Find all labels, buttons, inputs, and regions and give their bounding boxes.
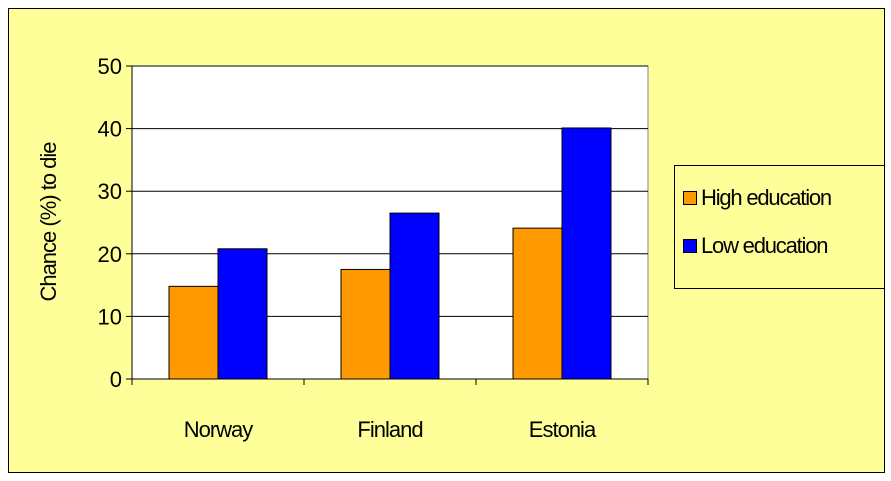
- legend-label-high-education: High education: [701, 185, 832, 210]
- legend-item-high-education: High education: [683, 185, 832, 210]
- y-tick-label: 0: [110, 367, 122, 392]
- bar-high-education-estonia: [512, 227, 563, 380]
- y-tick-label: 30: [98, 179, 122, 204]
- legend-swatch-high-education: [683, 191, 697, 205]
- y-axis-title: Chance (%) to die: [36, 142, 61, 302]
- bar-low-education-norway: [217, 248, 268, 380]
- bar-low-education-estonia: [561, 127, 612, 380]
- y-tick-label: 50: [98, 54, 122, 79]
- legend-label-low-education: Low education: [701, 233, 828, 258]
- y-tick-label: 40: [98, 117, 122, 142]
- legend: High education Low education: [674, 165, 885, 289]
- legend-item-low-education: Low education: [683, 233, 828, 258]
- labels: 0 10 20 30 40 50 Norway Finland Estonia: [98, 54, 598, 442]
- bars: [168, 127, 612, 380]
- axes: [126, 65, 649, 385]
- bar-low-education-finland: [389, 212, 440, 380]
- legend-swatch-low-education: [683, 239, 697, 253]
- x-tick-label: Norway: [184, 417, 254, 442]
- bar-high-education-finland: [340, 268, 391, 380]
- y-tick-label: 20: [98, 242, 122, 267]
- bar-high-education-norway: [168, 285, 219, 380]
- y-tick-label: 10: [98, 304, 122, 329]
- x-tick-label: Finland: [357, 417, 422, 442]
- x-tick-label: Estonia: [529, 417, 597, 442]
